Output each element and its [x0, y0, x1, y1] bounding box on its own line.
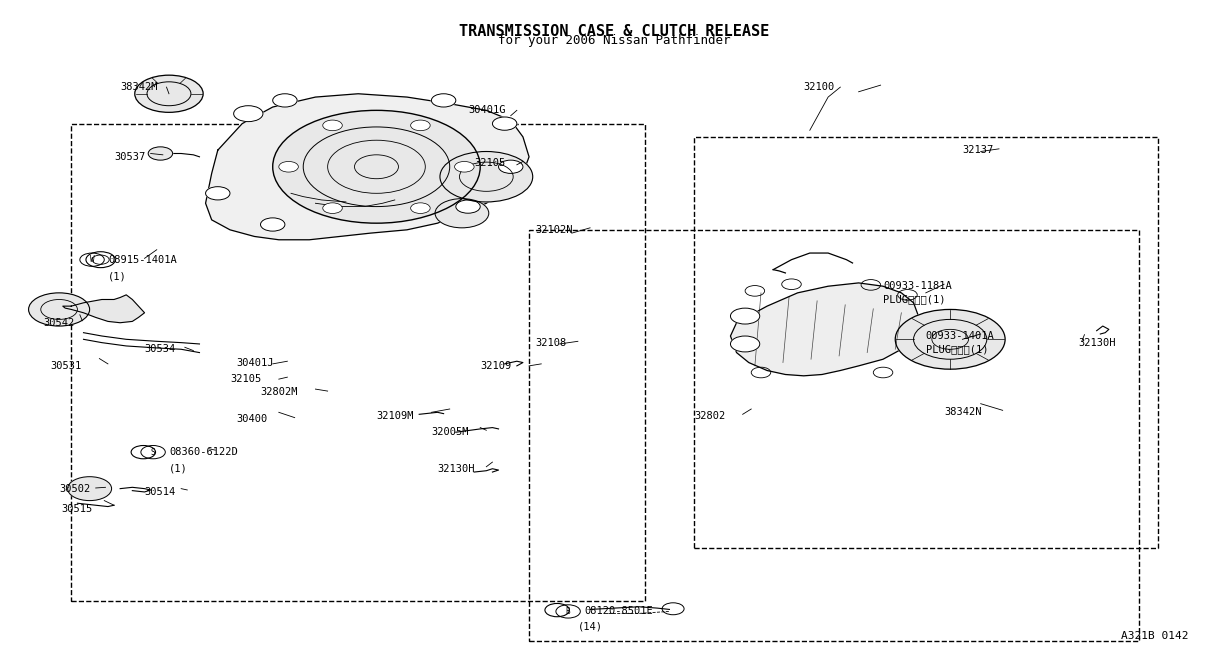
Text: 30401G: 30401G: [468, 106, 505, 116]
Text: 32130H: 32130H: [438, 464, 474, 474]
Text: 32802M: 32802M: [261, 388, 297, 397]
Text: 32802: 32802: [694, 411, 725, 421]
Circle shape: [455, 161, 474, 172]
Text: 30534: 30534: [145, 344, 176, 354]
Text: 08915-1401A: 08915-1401A: [108, 255, 177, 265]
Circle shape: [273, 110, 481, 223]
Circle shape: [323, 120, 343, 130]
Text: B: B: [565, 607, 570, 616]
Text: 30537: 30537: [114, 152, 145, 162]
Polygon shape: [63, 295, 145, 323]
Text: 32109M: 32109M: [376, 411, 414, 421]
Circle shape: [273, 94, 297, 107]
Text: PLUGプラグ(1): PLUGプラグ(1): [925, 344, 988, 354]
Polygon shape: [205, 94, 528, 240]
Circle shape: [68, 476, 112, 501]
Text: 32137: 32137: [962, 145, 993, 155]
Text: 32130H: 32130H: [1078, 337, 1116, 347]
Text: 32102N: 32102N: [535, 225, 573, 235]
Text: for your 2006 Nissan Pathfinder: for your 2006 Nissan Pathfinder: [498, 34, 731, 47]
Circle shape: [261, 218, 285, 231]
Text: (1): (1): [108, 271, 127, 282]
Text: A321B 0142: A321B 0142: [1121, 631, 1188, 641]
Circle shape: [205, 187, 230, 200]
Text: 30401J: 30401J: [236, 358, 274, 368]
Text: (1): (1): [168, 464, 188, 474]
Circle shape: [431, 94, 456, 107]
Text: 38342N: 38342N: [944, 407, 982, 417]
Text: 30542: 30542: [43, 318, 75, 328]
Text: 30514: 30514: [145, 487, 176, 497]
Circle shape: [410, 120, 430, 130]
Text: TRANSMISSION CASE & CLUTCH RELEASE: TRANSMISSION CASE & CLUTCH RELEASE: [460, 24, 769, 39]
Circle shape: [895, 309, 1005, 369]
Circle shape: [410, 203, 430, 214]
Text: 30515: 30515: [61, 503, 92, 513]
Bar: [71, 124, 645, 601]
Text: 32109: 32109: [481, 361, 511, 371]
Circle shape: [135, 75, 203, 112]
Circle shape: [499, 160, 524, 173]
Text: 38342M: 38342M: [120, 82, 157, 92]
Text: 32100: 32100: [804, 82, 834, 92]
Text: 32105: 32105: [230, 374, 262, 384]
Circle shape: [493, 117, 517, 130]
Text: 08120-8501E: 08120-8501E: [584, 606, 653, 616]
Text: 00933-1181A: 00933-1181A: [884, 281, 951, 291]
Text: W: W: [90, 255, 95, 264]
Text: 32005M: 32005M: [431, 427, 469, 437]
Circle shape: [440, 151, 532, 202]
Circle shape: [149, 147, 172, 160]
Text: 30400: 30400: [236, 414, 268, 424]
Text: 32105: 32105: [474, 159, 505, 169]
Text: 30531: 30531: [50, 361, 82, 371]
Text: 32108: 32108: [535, 337, 567, 347]
Text: (14): (14): [578, 622, 603, 632]
Text: 00933-1401A: 00933-1401A: [925, 331, 994, 341]
Bar: [694, 137, 1158, 548]
Bar: [528, 230, 1139, 641]
Circle shape: [279, 161, 299, 172]
Text: 08360-6122D: 08360-6122D: [168, 447, 237, 457]
Circle shape: [234, 106, 263, 122]
Circle shape: [730, 336, 760, 352]
Circle shape: [28, 293, 90, 326]
Polygon shape: [730, 283, 919, 376]
Circle shape: [323, 203, 343, 214]
Text: S: S: [151, 448, 155, 457]
Circle shape: [435, 199, 489, 228]
Text: PLUGプラグ(1): PLUGプラグ(1): [884, 294, 945, 304]
Circle shape: [456, 200, 481, 213]
Circle shape: [730, 308, 760, 324]
Text: 30502: 30502: [59, 484, 91, 494]
